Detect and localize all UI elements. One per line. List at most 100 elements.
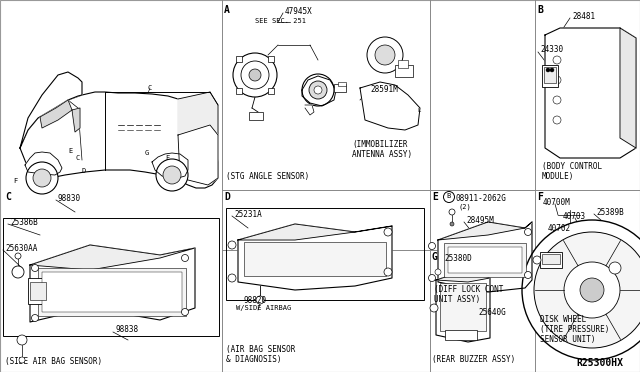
Text: 25640G: 25640G [478,308,506,317]
Text: E: E [68,148,72,154]
Bar [268,87,273,93]
Polygon shape [436,270,490,342]
Text: 47945X: 47945X [285,7,313,16]
Polygon shape [545,28,636,158]
Polygon shape [72,108,80,132]
Circle shape [256,296,264,304]
Circle shape [444,192,454,202]
Text: L: L [417,108,420,113]
Text: 25380D: 25380D [444,254,472,263]
Circle shape [553,96,561,104]
Bar [226,208,424,300]
Ellipse shape [33,169,51,187]
Bar [444,243,526,277]
Bar [440,283,486,331]
Polygon shape [178,125,218,185]
Text: (IMMOBILIZER: (IMMOBILIZER [352,140,408,149]
Circle shape [302,74,334,106]
Text: R25300HX: R25300HX [576,358,623,368]
Bar [244,242,386,276]
Circle shape [182,254,189,262]
Text: (TIRE PRESSURE): (TIRE PRESSURE) [540,325,609,334]
Text: (DIFF LOCK CONT: (DIFF LOCK CONT [434,285,504,294]
Circle shape [564,262,620,318]
Polygon shape [30,245,195,322]
Circle shape [15,253,21,259]
Circle shape [553,76,561,84]
Circle shape [182,308,189,315]
Text: G: G [432,252,438,262]
Polygon shape [30,245,195,270]
Polygon shape [20,92,218,188]
Circle shape [450,222,454,226]
Circle shape [375,45,395,65]
Bar [28,278,48,304]
Bar [334,84,346,92]
Polygon shape [40,100,72,128]
Text: SEE SEC. 251: SEE SEC. 251 [255,18,306,24]
Circle shape [241,61,269,89]
Bar [268,57,273,62]
Text: (BODY CONTROL: (BODY CONTROL [542,162,602,171]
Bar [542,65,558,87]
Text: D: D [82,168,86,174]
Circle shape [580,278,604,302]
Text: (REAR BUZZER ASSY): (REAR BUZZER ASSY) [432,355,515,364]
Ellipse shape [156,159,188,191]
Circle shape [609,262,621,274]
Text: W/SIDE AIRBAG: W/SIDE AIRBAG [236,305,291,311]
Polygon shape [438,222,532,292]
Text: F: F [537,192,543,202]
Circle shape [12,266,24,278]
Text: F: F [165,155,169,161]
Circle shape [233,53,277,97]
Circle shape [546,68,550,72]
Circle shape [553,116,561,124]
Text: 25386B: 25386B [10,218,38,227]
Polygon shape [178,92,218,148]
Ellipse shape [26,162,58,194]
Circle shape [17,335,27,345]
Polygon shape [305,105,314,115]
Polygon shape [436,270,490,282]
Bar [445,330,477,340]
Bar [398,60,408,68]
Text: SENSOR UNIT): SENSOR UNIT) [540,335,595,344]
Text: DISK WHEEL: DISK WHEEL [540,315,586,324]
Text: (STG ANGLE SENSOR): (STG ANGLE SENSOR) [226,172,309,181]
Circle shape [228,241,236,249]
Polygon shape [620,28,636,148]
Text: 08911-2062G: 08911-2062G [456,194,507,203]
Polygon shape [238,224,392,240]
Polygon shape [152,153,188,178]
Text: 25389B: 25389B [596,208,624,217]
Text: (2): (2) [458,204,471,211]
Text: B: B [537,5,543,15]
Circle shape [525,228,531,235]
Bar [338,82,346,86]
Text: UNIT ASSY): UNIT ASSY) [434,295,480,304]
Text: 40702: 40702 [548,224,571,233]
Text: 98820: 98820 [244,296,267,305]
Circle shape [429,275,435,282]
Circle shape [533,256,541,264]
Text: 40703: 40703 [563,212,586,221]
Bar [38,268,186,316]
Circle shape [228,274,236,282]
Text: 28481: 28481 [572,12,595,21]
Bar [395,65,413,77]
Ellipse shape [163,166,181,184]
Circle shape [249,69,261,81]
Polygon shape [438,222,532,240]
Text: 98838: 98838 [115,325,138,334]
Polygon shape [302,76,336,106]
Circle shape [384,228,392,236]
Text: 24330: 24330 [540,45,563,54]
Text: MODULE): MODULE) [542,172,574,181]
Circle shape [314,86,322,94]
Circle shape [429,243,435,250]
Circle shape [522,220,640,360]
Text: D: D [224,192,230,202]
Bar [236,57,243,62]
Text: 25231A: 25231A [234,210,262,219]
